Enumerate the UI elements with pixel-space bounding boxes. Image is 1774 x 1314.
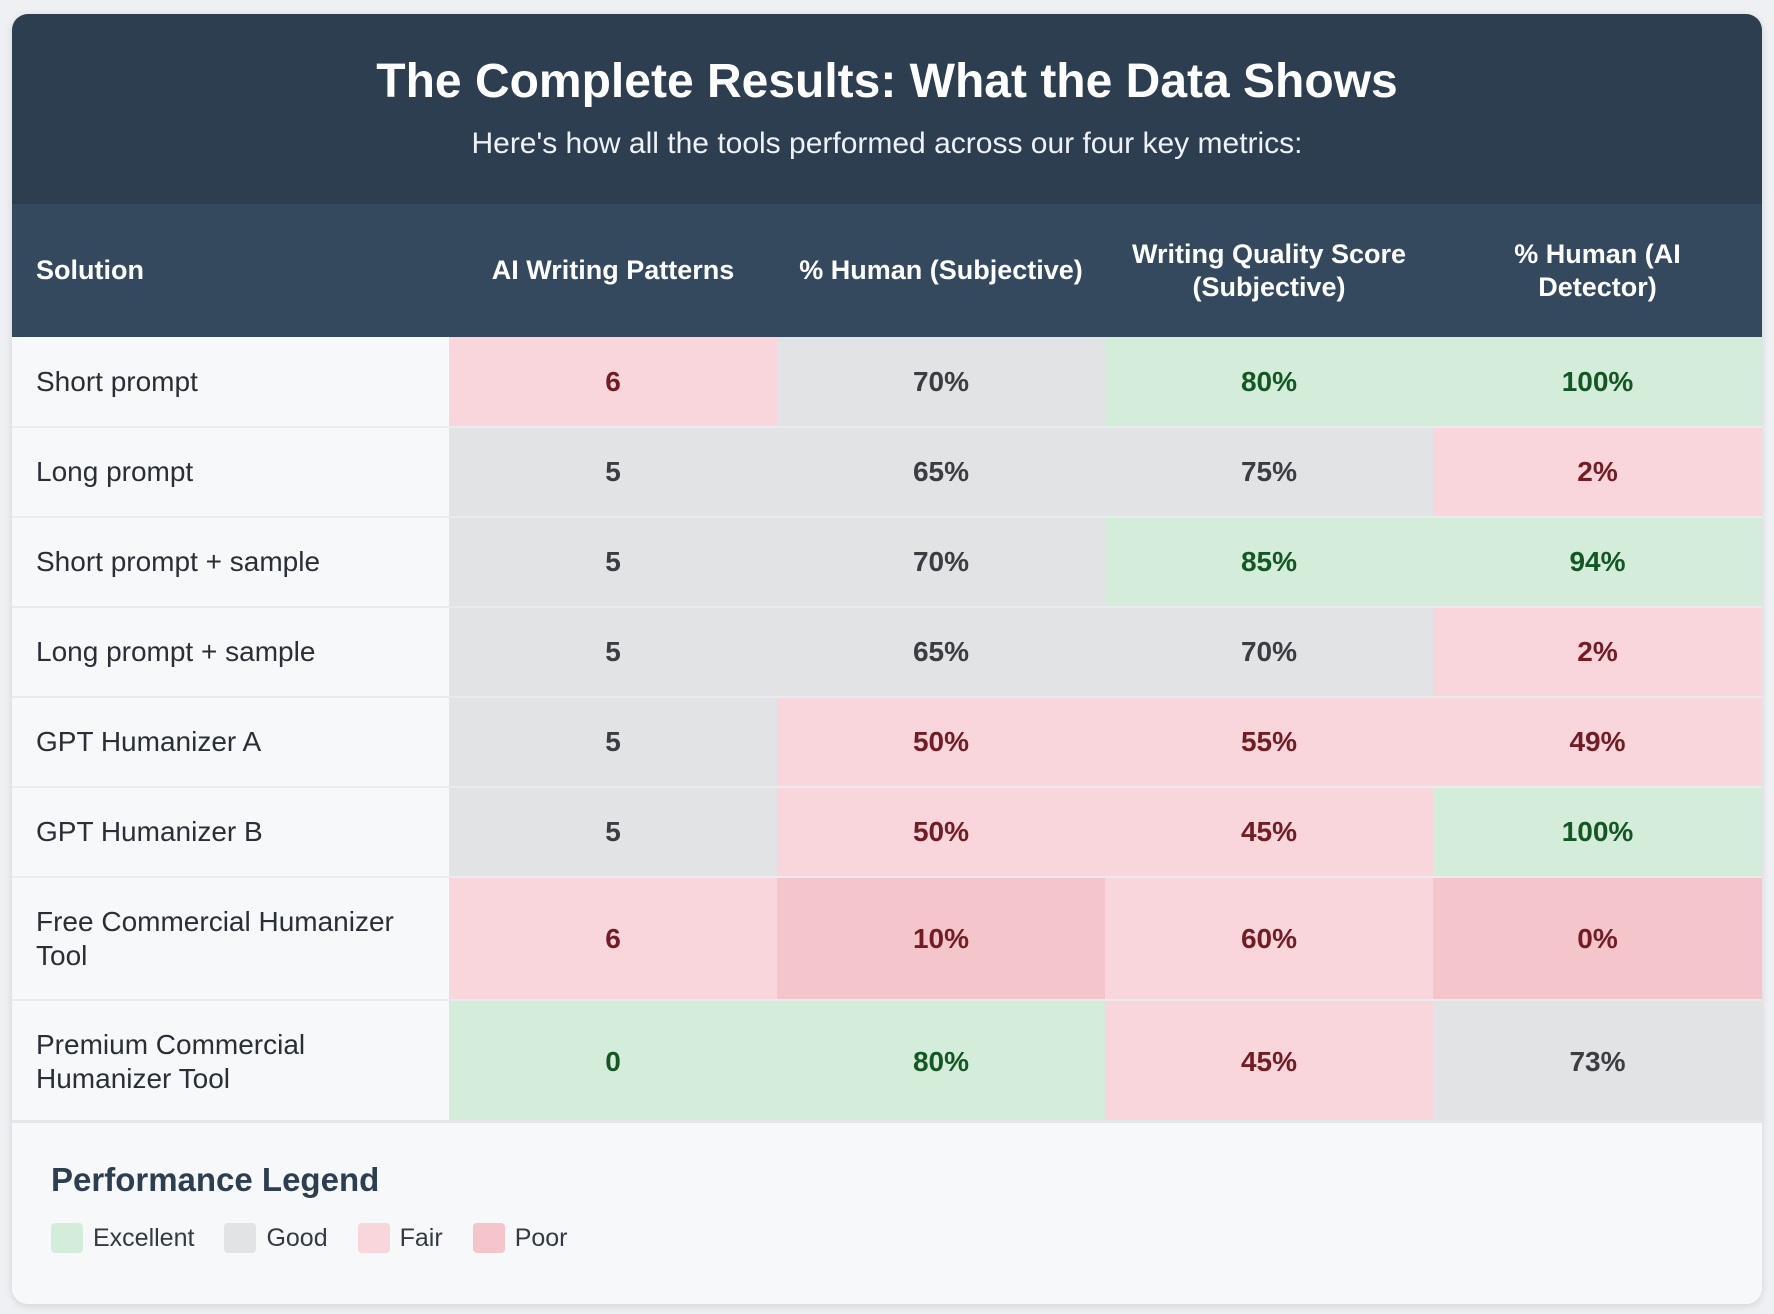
table-body: Short prompt 6 70% 80% 100% Long prompt 5 65% 75…	[12, 337, 1762, 1124]
metric-cell: 75%	[1105, 427, 1433, 518]
metric-cell: 70%	[777, 337, 1105, 428]
results-card: The Complete Results: What the Data Show…	[12, 14, 1762, 1304]
table-row: Long prompt 5 65% 75% 2%	[12, 427, 1762, 518]
metric-cell: 65%	[777, 607, 1105, 698]
table-row: Free Commercial Humanizer Tool 6 10% 60% 0%	[12, 877, 1762, 1001]
table-row: GPT Humanizer A 5 50% 55% 49%	[12, 697, 1762, 788]
legend-label: Excellent	[93, 1223, 195, 1252]
column-header-writing-quality: Writing Quality Score (Subjective)	[1131, 239, 1407, 302]
metric-cell: 55%	[1105, 697, 1433, 788]
solution-name: Premium Commercial Humanizer Tool	[12, 1000, 449, 1124]
metric-cell: 10%	[777, 877, 1105, 1001]
metric-cell: 5	[449, 607, 777, 698]
table-row: GPT Humanizer B 5 50% 45% 100%	[12, 787, 1762, 878]
legend-label: Fair	[399, 1223, 443, 1252]
table-row: Premium Commercial Humanizer Tool 0 80% 45%…	[12, 1000, 1762, 1124]
solution-name: Short prompt + sample	[12, 517, 449, 608]
metric-cell: 49%	[1433, 697, 1762, 788]
solution-name: Free Commercial Humanizer Tool	[12, 877, 449, 1001]
solution-name: GPT Humanizer A	[12, 697, 449, 788]
metric-cell: 50%	[777, 697, 1105, 788]
legend-swatch	[472, 1223, 505, 1253]
legend-item-fair: Fair	[357, 1223, 443, 1253]
metric-cell: 60%	[1105, 877, 1433, 1001]
performance-legend: Performance Legend Excellent Good Fair Poor	[12, 1120, 1762, 1304]
metric-cell: 94%	[1433, 517, 1762, 608]
metric-cell: 45%	[1105, 787, 1433, 878]
results-table: Solution AI Writing Patterns % Human (Su…	[12, 204, 1762, 1124]
metric-cell: 6	[449, 877, 777, 1001]
legend-swatch	[357, 1223, 390, 1253]
metric-cell: 5	[449, 427, 777, 518]
metric-cell: 5	[449, 517, 777, 608]
legend-label: Good	[266, 1223, 328, 1252]
legend-title: Performance Legend	[51, 1161, 380, 1198]
metric-cell: 6	[449, 337, 777, 428]
metric-cell: 5	[449, 787, 777, 878]
header: The Complete Results: What the Data Show…	[12, 14, 1762, 204]
metric-cell: 100%	[1433, 787, 1762, 878]
metric-cell: 73%	[1433, 1000, 1762, 1124]
metric-cell: 80%	[777, 1000, 1105, 1124]
column-header-solution: Solution	[36, 255, 144, 286]
column-header-ai-writing-patterns: AI Writing Patterns	[491, 255, 735, 286]
metric-cell: 70%	[1105, 607, 1433, 698]
solution-name: Long prompt + sample	[12, 607, 449, 698]
metric-cell: 2%	[1433, 427, 1762, 518]
metric-cell: 85%	[1105, 517, 1433, 608]
table-header-row: Solution AI Writing Patterns % Human (Su…	[12, 204, 1762, 337]
metric-cell: 45%	[1105, 1000, 1433, 1124]
solution-name: Long prompt	[12, 427, 449, 518]
page-title: The Complete Results: What the Data Show…	[376, 55, 1398, 108]
legend-item-excellent: Excellent	[51, 1223, 194, 1253]
metric-cell: 80%	[1105, 337, 1433, 428]
legend-label: Poor	[514, 1223, 568, 1252]
table-row: Short prompt 6 70% 80% 100%	[12, 337, 1762, 428]
legend-items: Excellent Good Fair Poor	[51, 1223, 1762, 1253]
metric-cell: 100%	[1433, 337, 1762, 428]
metric-cell: 50%	[777, 787, 1105, 878]
legend-swatch	[51, 1223, 83, 1253]
solution-name: GPT Humanizer B	[12, 787, 449, 878]
metric-cell: 2%	[1433, 607, 1762, 698]
metric-cell: 70%	[777, 517, 1105, 608]
metric-cell: 65%	[777, 427, 1105, 518]
legend-swatch	[224, 1223, 257, 1253]
page-subtitle: Here's how all the tools performed acros…	[471, 126, 1303, 160]
metric-cell: 5	[449, 697, 777, 788]
metric-cell: 0	[449, 1000, 777, 1124]
column-header-human-ai-detector: % Human (AI Detector)	[1514, 239, 1681, 302]
legend-item-good: Good	[224, 1223, 328, 1253]
metric-cell: 0%	[1433, 877, 1762, 1001]
solution-name: Short prompt	[12, 337, 449, 428]
table-row: Long prompt + sample 5 65% 70% 2%	[12, 607, 1762, 698]
legend-item-poor: Poor	[472, 1223, 568, 1253]
column-header-human-subjective: % Human (Subjective)	[799, 255, 1083, 286]
table-row: Short prompt + sample 5 70% 85% 94%	[12, 517, 1762, 608]
